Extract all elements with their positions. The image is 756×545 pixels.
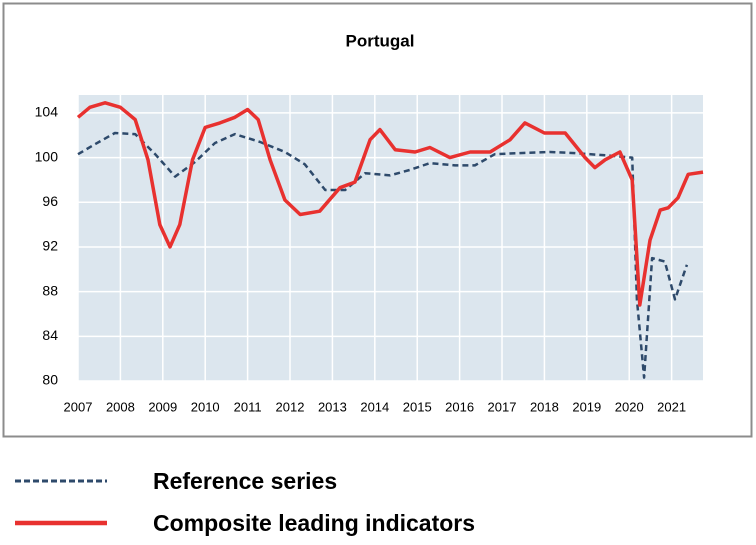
x-tick-label: 2018: [530, 399, 559, 414]
legend-label: Composite leading indicators: [153, 510, 475, 536]
legend-label: Reference series: [153, 468, 337, 494]
x-tick-label: 2019: [572, 399, 601, 414]
y-tick-label: 84: [42, 327, 58, 343]
x-tick-label: 2016: [445, 399, 474, 414]
y-tick-label: 88: [42, 282, 58, 298]
y-tick-label: 80: [42, 372, 58, 388]
y-tick-label: 92: [42, 238, 58, 254]
plot-area: 80 84 88 92 96 100 104 2007 2008 2009 2010 2011 2012…: [35, 95, 704, 414]
series-line: [77, 131, 689, 379]
x-tick-label: 2013: [318, 399, 347, 414]
legend: Reference series Composite leading indica…: [15, 468, 475, 536]
chart-title: Portugal: [346, 31, 415, 50]
y-tick-label: 96: [42, 193, 58, 209]
x-tick-label: 2020: [615, 399, 644, 414]
x-tick-label: 2007: [64, 399, 93, 414]
plot-background: [78, 95, 703, 381]
y-tick-label: 100: [35, 148, 59, 164]
x-tick-label: 2021: [657, 399, 686, 414]
x-tick-label: 2010: [191, 399, 220, 414]
x-tick-label: 2008: [106, 399, 135, 414]
series-line: [76, 101, 704, 307]
x-tick-label: 2014: [360, 399, 389, 414]
x-tick-label: 2012: [276, 399, 305, 414]
y-tick-label: 104: [35, 104, 59, 120]
x-tick-label: 2015: [403, 399, 432, 414]
x-tick-label: 2011: [234, 399, 262, 414]
x-tick-label: 2009: [148, 399, 177, 414]
x-tick-label: 2017: [488, 399, 517, 414]
